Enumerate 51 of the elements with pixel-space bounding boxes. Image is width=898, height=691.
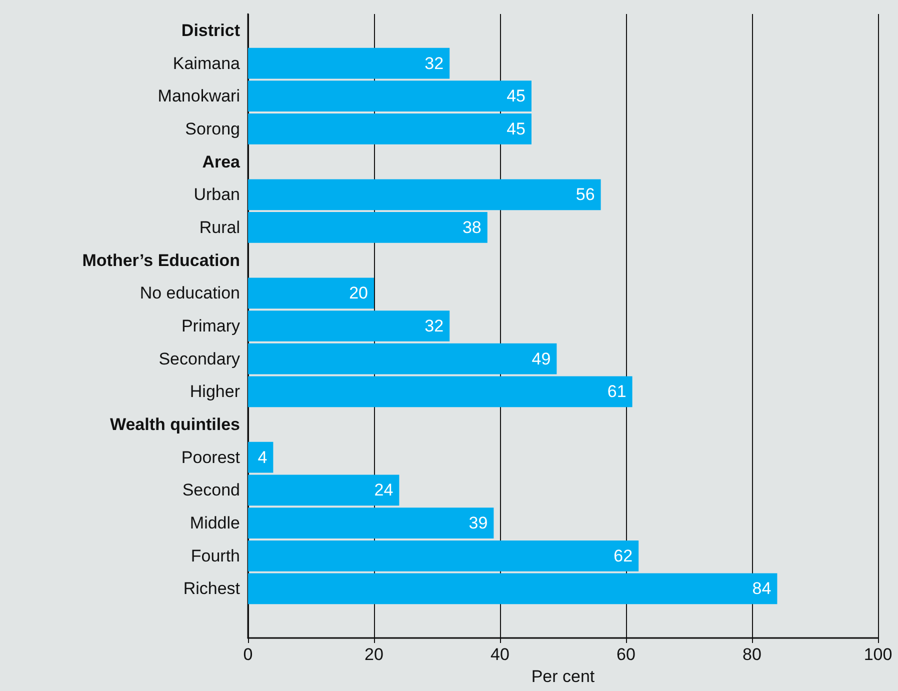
y-tick-label: Mother’s Education [82, 250, 240, 270]
data-label: 20 [349, 284, 368, 303]
y-tick-label: Richest [183, 579, 240, 598]
bar [248, 80, 532, 112]
y-tick-label: Rural [199, 218, 240, 237]
data-label: 4 [258, 448, 268, 467]
y-tick-label: Area [202, 152, 241, 172]
x-tick-label: 20 [364, 645, 384, 664]
data-label: 45 [506, 86, 526, 106]
y-tick-label: Manokwari [158, 86, 240, 106]
y-tick-label: Second [182, 480, 240, 500]
y-tick-label: Higher [190, 382, 240, 402]
x-tick-label: 0 [243, 645, 253, 664]
data-label: 62 [614, 546, 633, 566]
y-tick-label: Secondary [158, 349, 240, 368]
x-tick-label: 60 [616, 645, 636, 664]
bar [248, 48, 450, 79]
data-label: 39 [468, 514, 488, 533]
bar [248, 573, 778, 604]
data-label: 24 [374, 480, 394, 500]
data-label: 49 [532, 349, 551, 368]
y-tick-label: Urban [194, 185, 240, 204]
bar [248, 540, 639, 572]
bar [248, 212, 488, 243]
data-label: 84 [752, 579, 772, 598]
data-label: 38 [462, 218, 482, 237]
y-tick-label: Poorest [181, 448, 240, 467]
y-tick-label: Middle [190, 514, 240, 533]
y-tick-label: Wealth quintiles [110, 415, 240, 434]
y-tick-label: District [181, 20, 240, 40]
data-label: 32 [424, 54, 444, 73]
y-tick-label: No education [140, 284, 240, 303]
y-tick-label: Sorong [185, 119, 240, 138]
x-tick-label: 80 [742, 645, 762, 664]
x-tick-label: 100 [864, 645, 892, 664]
y-tick-label: Primary [181, 316, 240, 336]
x-axis-title: Per cent [531, 667, 595, 686]
bar [248, 278, 374, 309]
x-tick-label: 40 [490, 645, 510, 664]
bar [248, 442, 274, 473]
bar [248, 508, 494, 538]
data-label: 45 [506, 119, 526, 138]
y-tick-label: Kaimana [172, 54, 241, 73]
data-label: 32 [424, 316, 444, 336]
y-tick-label: Fourth [190, 546, 240, 566]
bar [248, 310, 450, 342]
data-label: 61 [607, 382, 626, 402]
bar [248, 474, 400, 506]
data-label: 56 [576, 185, 595, 204]
bar [248, 179, 601, 210]
bar [248, 114, 532, 144]
